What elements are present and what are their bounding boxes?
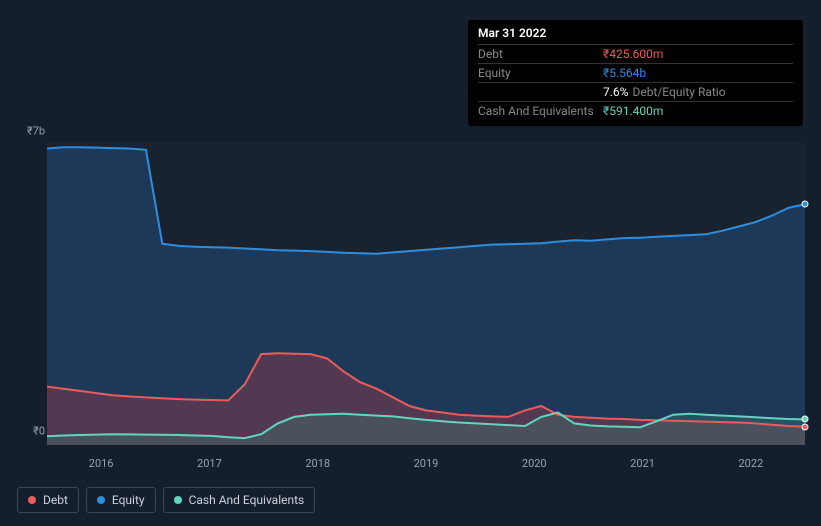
tooltip-row-value: 7.6%Debt/Equity Ratio (603, 85, 793, 99)
y-max-label: ₹7b (27, 125, 45, 138)
y-min-label: ₹0 (33, 425, 45, 438)
equity-end-marker-icon (802, 201, 809, 208)
tooltip-row-value: ₹425.600m (603, 47, 793, 61)
legend-label: Debt (43, 493, 68, 507)
legend-item[interactable]: Equity (86, 487, 156, 513)
debt-end-marker-icon (802, 423, 809, 430)
tooltip-date: Mar 31 2022 (478, 26, 793, 40)
tooltip-row-suffix: Debt/Equity Ratio (632, 85, 725, 99)
legend-label: Cash And Equivalents (189, 493, 305, 507)
legend-item[interactable]: Cash And Equivalents (163, 487, 316, 513)
tooltip-row-label: Cash And Equivalents (478, 104, 603, 118)
x-tick-label: 2017 (155, 457, 263, 470)
x-tick-label: 2018 (264, 457, 372, 470)
x-tick-label: 2020 (480, 457, 588, 470)
x-tick-label: 2021 (588, 457, 696, 470)
cash-end-marker-icon (802, 416, 809, 423)
chart-plot[interactable] (47, 142, 805, 445)
chart-tooltip: Mar 31 2022 Debt₹425.600mEquity₹5.564b7.… (468, 20, 803, 126)
legend-dot-icon (174, 496, 182, 504)
legend-dot-icon (28, 496, 36, 504)
chart-legend: Debt Equity Cash And Equivalents (17, 487, 315, 513)
tooltip-row: Debt₹425.600m (478, 44, 793, 63)
x-axis-labels: 2016201720182019202020212022 (47, 457, 805, 470)
tooltip-row-value: ₹591.400m (603, 104, 793, 118)
legend-label: Equity (112, 493, 145, 507)
tooltip-rows: Debt₹425.600mEquity₹5.564b7.6%Debt/Equit… (478, 44, 793, 120)
x-tick-label: 2016 (47, 457, 155, 470)
tooltip-row: Equity₹5.564b (478, 63, 793, 82)
legend-dot-icon (97, 496, 105, 504)
chart-container: ₹7b ₹0 2016201720182019202020212022 (17, 125, 805, 445)
legend-item[interactable]: Debt (17, 487, 79, 513)
x-tick-label: 2019 (372, 457, 480, 470)
tooltip-row: Cash And Equivalents₹591.400m (478, 101, 793, 120)
tooltip-row-label: Equity (478, 66, 603, 80)
tooltip-row-label: Debt (478, 47, 603, 61)
tooltip-row: 7.6%Debt/Equity Ratio (478, 82, 793, 101)
tooltip-row-label (478, 85, 603, 99)
chart-svg (47, 142, 805, 445)
tooltip-row-value: ₹5.564b (603, 66, 793, 80)
x-tick-label: 2022 (697, 457, 805, 470)
